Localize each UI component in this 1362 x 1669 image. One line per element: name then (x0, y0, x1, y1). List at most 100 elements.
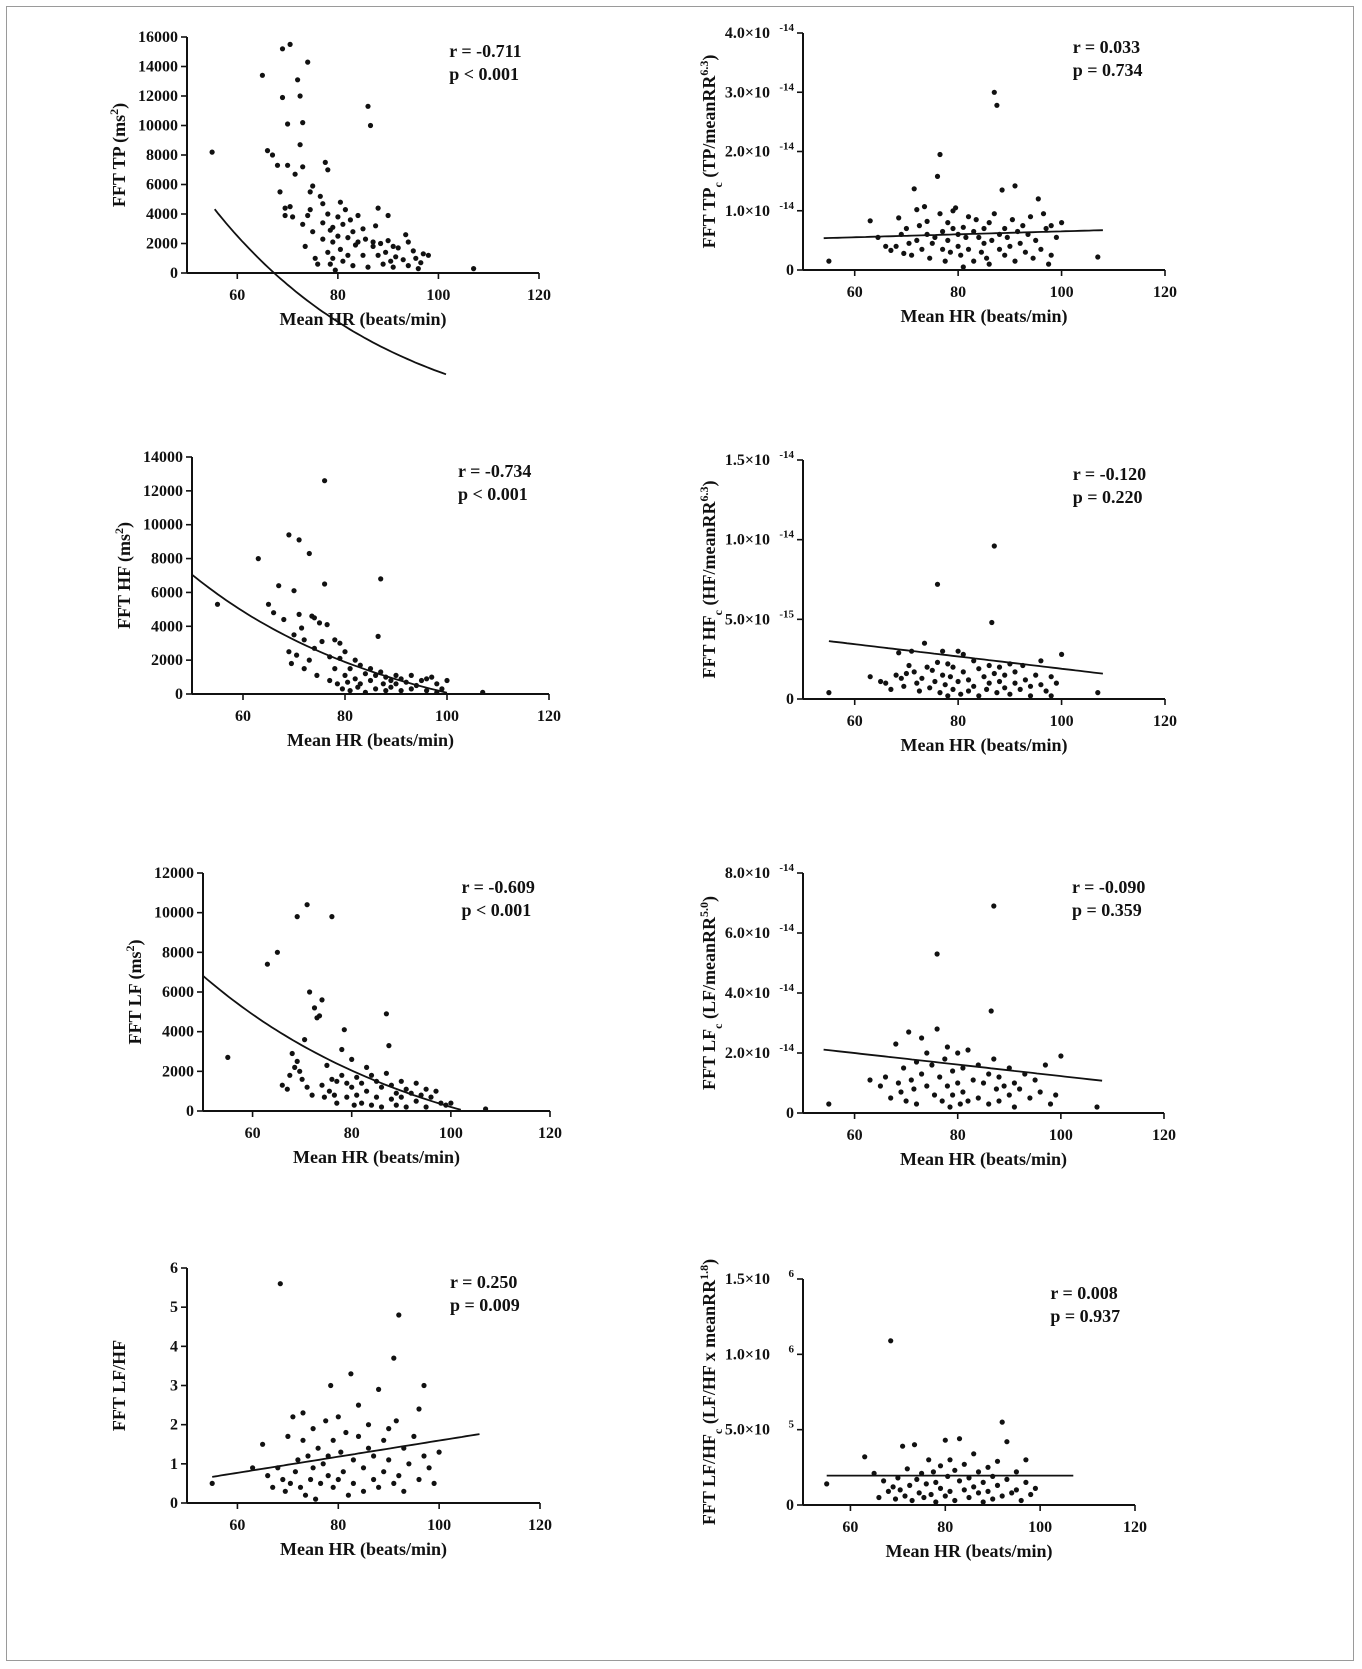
data-point (264, 961, 270, 967)
data-point (393, 1102, 399, 1108)
data-point (370, 243, 376, 249)
data-point (413, 1098, 419, 1104)
y-tick-label: 5 (170, 1299, 178, 1316)
data-point (934, 951, 940, 957)
x-tick-label: 120 (1153, 284, 1177, 301)
data-point (285, 1433, 291, 1439)
data-point (991, 543, 997, 549)
data-point (1047, 1101, 1054, 1107)
y-axis-label-part: ) (699, 1259, 720, 1265)
data-point (305, 212, 311, 219)
data-point (401, 1488, 407, 1494)
data-point (438, 1100, 444, 1106)
panel-tp: 0 2000 4000 6000 8000 10000 12000 14000 16000 60 8… (7, 7, 688, 421)
y-tick-label: 6.0×10 (725, 925, 770, 942)
data-point (877, 1083, 883, 1089)
data-point (322, 581, 328, 587)
y-tick-exponent: -14 (779, 529, 794, 541)
data-point (926, 1457, 932, 1463)
data-point (340, 221, 346, 227)
y-axis-label-part: ) (699, 55, 720, 61)
data-point (988, 1008, 994, 1014)
data-point (296, 611, 302, 617)
data-point (985, 1488, 991, 1494)
y-tick-label: 10000 (138, 118, 178, 135)
data-point (411, 1433, 417, 1439)
data-point (337, 655, 343, 661)
scatter-chart-lfc: 0 2.0×10 -14 4.0×10 -14 6.0×10 -14 8.0×10 -14 60 8… (697, 862, 1176, 1170)
stat-annotation: p = 0.009 (450, 1295, 520, 1315)
data-point (950, 664, 956, 670)
data-point (340, 258, 346, 264)
data-point (337, 246, 343, 252)
data-point (315, 261, 321, 267)
data-point (357, 662, 363, 668)
data-point (1015, 228, 1021, 235)
x-axis-label: Mean HR (beats/min) (900, 1149, 1067, 1170)
data-point (1022, 677, 1028, 683)
data-point (958, 252, 964, 258)
data-point (323, 1418, 329, 1424)
data-point (421, 1382, 427, 1389)
data-point (981, 225, 987, 232)
y-tick-label: 4 (170, 1338, 178, 1355)
data-point (1094, 1104, 1100, 1110)
data-point (295, 77, 301, 83)
data-point (302, 243, 308, 249)
data-point (287, 204, 293, 210)
data-point (359, 1080, 365, 1086)
data-point (1017, 1086, 1023, 1092)
data-point (1009, 217, 1015, 223)
data-point (350, 1457, 356, 1463)
data-point (947, 1104, 953, 1110)
data-point (390, 264, 396, 270)
data-point (1095, 254, 1101, 260)
y-tick-exponent: -14 (779, 449, 794, 461)
data-point (316, 620, 323, 626)
y-tick-label: 4000 (151, 618, 183, 635)
y-tick-label: 1.0×10 (725, 203, 770, 220)
y-tick-label: 5.0×10 (725, 611, 770, 628)
data-point (306, 657, 312, 663)
data-point (337, 199, 343, 205)
data-point (265, 601, 272, 607)
data-point (371, 1453, 377, 1459)
data-point (291, 632, 297, 638)
data-point (334, 1078, 340, 1084)
data-point (1035, 196, 1041, 202)
data-point (383, 1070, 389, 1076)
data-point (885, 1488, 891, 1494)
x-tick-label: 120 (537, 708, 561, 725)
data-point (264, 148, 271, 154)
data-point (934, 581, 941, 587)
data-point (316, 1013, 323, 1019)
data-point (1032, 1077, 1038, 1083)
y-tick-label: 2.0×10 (725, 144, 770, 161)
data-point (999, 1419, 1005, 1425)
data-point (344, 1080, 350, 1086)
stat-annotation: r = 0.008 (1050, 1283, 1117, 1303)
y-tick-label: 0 (786, 1497, 794, 1514)
data-point (989, 619, 995, 626)
data-point (375, 633, 381, 639)
data-point (1006, 1065, 1012, 1071)
data-point (919, 1071, 925, 1077)
data-point (944, 1044, 950, 1050)
data-point (970, 1077, 976, 1083)
x-tick-label: 60 (847, 284, 863, 301)
data-point (882, 1074, 889, 1080)
plot-group: 0 1 2 3 4 5 6 60 80 100 120 Mean HR (beats/min) FFT … (109, 1260, 552, 1560)
data-point (965, 246, 972, 252)
x-tick-label: 80 (330, 1517, 346, 1534)
data-point (1020, 223, 1026, 229)
x-tick-label: 60 (235, 708, 251, 725)
data-point (310, 183, 316, 189)
y-axis-label-part: FFT HF (ms (114, 534, 135, 629)
y-tick-label: 3.0×10 (725, 84, 770, 101)
plot-group: 0 2000 4000 6000 8000 10000 12000 60 80 100 120 Mea… (123, 865, 562, 1168)
data-point (973, 217, 979, 223)
data-point (924, 664, 930, 670)
data-point (321, 1094, 327, 1100)
data-point (924, 231, 930, 237)
data-point (340, 1469, 346, 1475)
